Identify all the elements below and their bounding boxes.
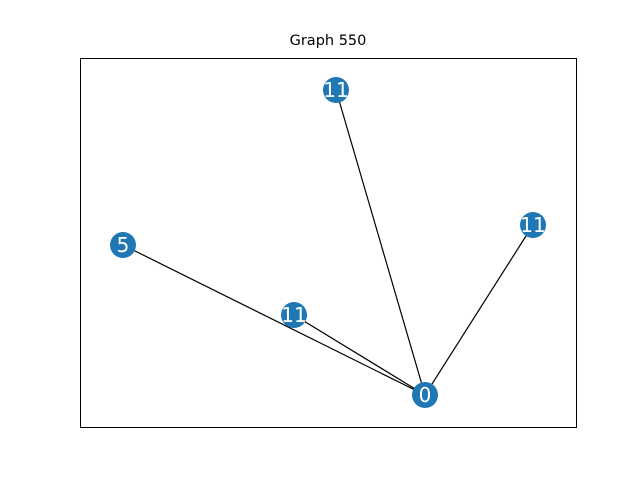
- node-label-n4: 11: [281, 303, 306, 327]
- node-n4: [281, 302, 307, 328]
- node-label-n0: 0: [419, 383, 432, 407]
- node-n1: [323, 77, 349, 103]
- node-label-n1: 11: [323, 78, 348, 102]
- node-label-n3: 5: [117, 233, 130, 257]
- edge-n0-n4: [293, 314, 426, 396]
- node-n2: [520, 212, 546, 238]
- plot-frame: [80, 58, 577, 428]
- edge-n0-n1: [335, 89, 426, 396]
- node-n3: [110, 232, 136, 258]
- edge-n0-n2: [424, 224, 534, 396]
- edges-group: [122, 89, 534, 396]
- edge-n0-n3: [122, 244, 426, 396]
- node-n0: [412, 382, 438, 408]
- graph-title: Graph 550: [289, 33, 367, 49]
- node-label-n2: 11: [520, 213, 545, 237]
- nodes-group: 0 11 11 5 11: [110, 77, 546, 408]
